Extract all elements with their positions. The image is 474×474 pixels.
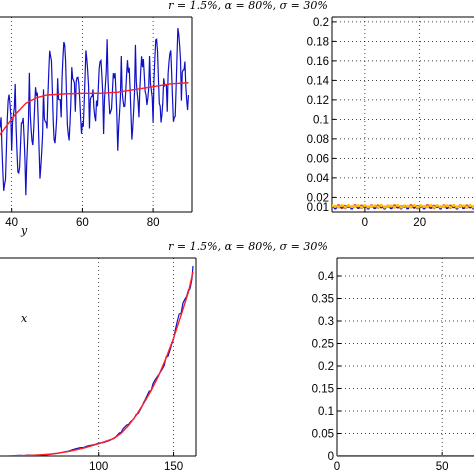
series-point [336, 205, 341, 209]
series-point [333, 204, 337, 209]
series-point [442, 204, 446, 209]
series-point [376, 205, 380, 209]
series-point [445, 204, 449, 208]
x-tick-label: 0 [334, 461, 340, 473]
series-point [425, 205, 429, 209]
y-tick-label: 0.35 [312, 294, 334, 306]
series-point [346, 204, 351, 208]
x-tick-label: 40 [5, 217, 18, 229]
series-point [383, 205, 387, 209]
y-tick-label: 0.01 [307, 202, 329, 214]
series-line [8, 271, 194, 456]
y-tick-label: 0.16 [307, 56, 329, 68]
series-point [360, 205, 364, 209]
y-tick-label: 0.1 [318, 406, 334, 418]
series-point [373, 204, 377, 208]
y-tick-label: 0.4 [318, 271, 335, 283]
series-point [399, 205, 403, 209]
x-tick-label: 60 [76, 217, 89, 229]
series-point [392, 205, 397, 209]
series-point [438, 205, 443, 209]
series-line [0, 82, 189, 136]
y-tick-label: 0.1 [313, 114, 329, 126]
bottom-left-xlabel: x [21, 312, 28, 325]
x-tick-label: 0 [362, 217, 368, 229]
series-point [452, 203, 456, 208]
series-point [366, 205, 370, 209]
top-title: r = 1.5%, α = 80%, σ = 30% [168, 0, 328, 12]
y-tick-label: 0 [328, 451, 334, 463]
series-point [468, 203, 472, 208]
x-tick-label: 20 [413, 217, 426, 229]
y-tick-label: 0.05 [312, 429, 334, 441]
series-point [409, 205, 413, 209]
series-point [412, 203, 416, 208]
top-left-xlabel: y [20, 224, 28, 237]
series-point [419, 204, 423, 208]
bottom-title: r = 1.5%, α = 80%, σ = 30% [168, 240, 328, 253]
y-tick-label: 0.02 [307, 192, 329, 204]
series-point [356, 204, 360, 208]
series-point [461, 204, 466, 208]
series-point [448, 205, 452, 209]
y-tick-label: 0.12 [307, 95, 329, 107]
y-tick-label: 0.25 [312, 339, 334, 351]
series-point [389, 204, 393, 208]
y-tick-label: 0.15 [312, 384, 334, 396]
y-tick-label: 0.18 [307, 36, 329, 48]
panel-top-left: 40 60 80 [0, 16, 193, 229]
plot-area [8, 265, 194, 456]
series-point [343, 205, 347, 209]
series-point [353, 204, 357, 209]
x-tick-label: 150 [164, 461, 183, 473]
y-tick-label: 0.14 [307, 75, 330, 87]
series-point [471, 205, 474, 209]
series-point [386, 204, 390, 208]
x-tick-label: 80 [147, 217, 160, 229]
series-point [465, 205, 469, 209]
series-point [340, 203, 344, 208]
series-point [402, 204, 406, 208]
series-point [369, 204, 374, 208]
series-point [379, 203, 383, 208]
series-point [396, 203, 400, 208]
y-tick-label: 0.2 [318, 361, 334, 373]
series-point [415, 205, 420, 209]
y-tick-label: 0.3 [318, 316, 334, 328]
panel-bottom-right: 0 50 0 0.05 0.1 0.15 0.2 0.25 0.3 0.35 0.4 [312, 257, 474, 473]
panel-bottom-left: 100 150 [0, 257, 197, 473]
x-tick-label: 50 [436, 461, 449, 473]
y-tick-label: 0.08 [307, 134, 329, 146]
series-point [429, 204, 433, 208]
series-point [455, 205, 459, 209]
series-point [332, 204, 334, 208]
y-tick-label: 0.2 [313, 17, 329, 29]
plot-area [332, 203, 474, 210]
series-point [432, 205, 436, 209]
x-tick-label: 100 [89, 461, 108, 473]
plot-area [0, 28, 190, 196]
y-tick-label: 0.04 [307, 173, 330, 185]
series-point [363, 203, 367, 208]
series-point [350, 205, 354, 209]
panel-top-right: 0 20 0.010.02 0.04 0.06 0.08 0.1 0.12 0.14 0.16 0.… [307, 16, 474, 229]
y-tick-label: 0.06 [307, 153, 329, 165]
series-point [435, 204, 439, 208]
series-line [0, 28, 190, 196]
series-point [406, 204, 410, 208]
series-point [422, 204, 426, 209]
series-point [458, 204, 462, 208]
